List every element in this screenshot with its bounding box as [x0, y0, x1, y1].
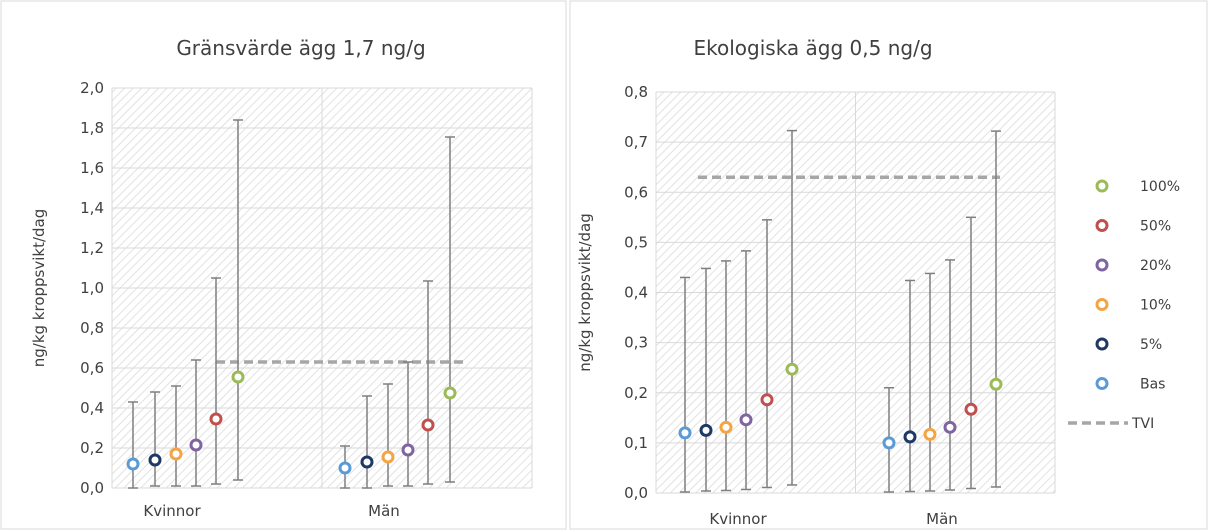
data-point-p5	[699, 423, 713, 437]
y-tick-label: 1,6	[80, 159, 104, 177]
y-tick-label: 1,8	[80, 119, 104, 137]
data-point-p5	[148, 453, 162, 467]
legend-label: 50%	[1140, 219, 1171, 235]
legend-label: TVI	[1131, 416, 1154, 432]
chart1: 0,0 0,2 0,4 0,6 0,8 1,0 1,2 1,4 1,6 1,8 2,0 Gränsvä…	[30, 36, 533, 520]
y-tick-label: 0,0	[80, 479, 104, 497]
data-point-p50	[964, 402, 978, 416]
data-point-p5	[903, 430, 917, 444]
legend-marker	[1095, 298, 1109, 311]
y-tick-label: 1,2	[80, 239, 104, 257]
y-tick-label: 1,4	[80, 199, 104, 217]
y-tick-label: 0,8	[80, 319, 104, 337]
legend-label: Bas	[1140, 377, 1165, 393]
x-category-label: Män	[926, 510, 958, 528]
legend-label: 100%	[1140, 179, 1180, 195]
legend-label: 10%	[1140, 298, 1171, 314]
data-point-p5	[360, 455, 374, 469]
chart-title: Gränsvärde ägg 1,7 ng/g	[176, 36, 425, 60]
data-point-bas	[678, 426, 692, 440]
data-point-p20	[189, 438, 203, 452]
data-point-p100	[443, 386, 457, 400]
legend-marker	[1095, 258, 1109, 272]
y-tick-label: 0,4	[624, 284, 648, 302]
y-tick-label: 0,1	[624, 434, 648, 452]
legend: 100% 50% 20% 10% 5% Bas TVI	[1068, 179, 1180, 432]
data-point-p20	[401, 443, 415, 457]
chart-title: Ekologiska ägg 0,5 ng/g	[693, 36, 932, 60]
data-point-bas	[126, 457, 140, 471]
chart2: 0,0 0,1 0,2 0,3 0,4 0,5 0,6 0,7 0,8 Ekologiska äg…	[576, 36, 1056, 528]
data-point-p10	[169, 447, 183, 461]
legend-marker	[1095, 337, 1109, 351]
y-tick-label: 0,5	[624, 233, 648, 251]
y-axis-label: ng/kg kroppsvikt/dag	[30, 209, 48, 368]
data-point-p100	[231, 370, 245, 384]
y-tick-label: 0,8	[624, 83, 648, 101]
legend-marker	[1095, 377, 1109, 390]
y-tick-label: 1,0	[80, 279, 104, 297]
data-point-p50	[421, 418, 435, 432]
data-point-p50	[760, 393, 774, 407]
y-tick-label: 0,7	[624, 133, 648, 151]
x-category-label: Kvinnor	[143, 502, 201, 520]
data-point-p100	[785, 362, 799, 376]
data-point-p10	[923, 427, 937, 441]
data-point-bas	[882, 436, 896, 450]
data-point-p10	[381, 450, 395, 464]
data-point-bas	[338, 461, 352, 475]
legend-marker	[1095, 219, 1109, 232]
data-point-p50	[209, 412, 223, 426]
y-tick-label: 0,6	[624, 183, 648, 201]
y-tick-label: 0,0	[624, 484, 648, 502]
legend-marker	[1095, 179, 1109, 193]
legend-label: 20%	[1140, 258, 1171, 274]
y-tick-label: 2,0	[80, 79, 104, 97]
data-point-p20	[739, 413, 753, 427]
y-tick-label: 0,2	[80, 439, 104, 457]
data-point-p20	[943, 420, 957, 434]
x-category-label: Män	[368, 502, 400, 520]
data-point-p100	[989, 377, 1003, 391]
y-tick-label: 0,3	[624, 334, 648, 352]
y-axis-label: ng/kg kroppsvikt/dag	[576, 213, 594, 372]
data-point-p10	[719, 420, 733, 434]
x-category-label: Kvinnor	[709, 510, 767, 528]
y-tick-label: 0,4	[80, 399, 104, 417]
legend-label: 5%	[1140, 337, 1162, 353]
y-tick-label: 0,6	[80, 359, 104, 377]
y-tick-label: 0,2	[624, 384, 648, 402]
